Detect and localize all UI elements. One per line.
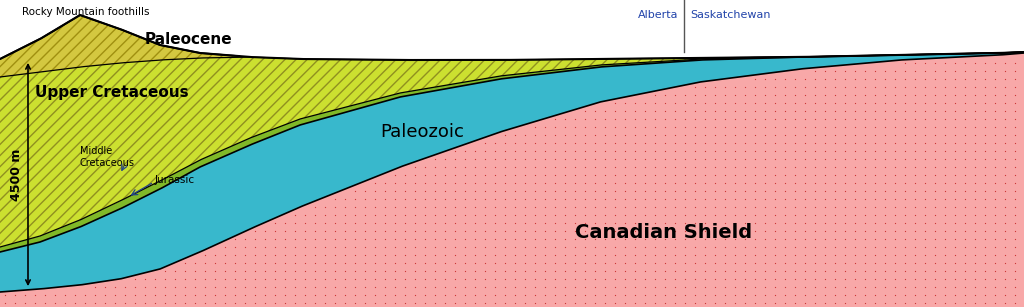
- Polygon shape: [0, 52, 1024, 292]
- Polygon shape: [0, 0, 1024, 60]
- Polygon shape: [0, 15, 240, 77]
- Polygon shape: [0, 52, 1024, 252]
- Text: Saskatchewan: Saskatchewan: [690, 10, 770, 20]
- Text: Alberta: Alberta: [638, 10, 678, 20]
- Text: Paleozoic: Paleozoic: [380, 123, 464, 141]
- Text: 4500 m: 4500 m: [10, 148, 23, 201]
- Polygon shape: [0, 53, 1024, 307]
- Polygon shape: [0, 52, 1024, 247]
- Text: Rocky Mountain foothills: Rocky Mountain foothills: [22, 7, 150, 17]
- Text: Upper Cretaceous: Upper Cretaceous: [35, 84, 188, 99]
- Text: Jurassic: Jurassic: [155, 175, 196, 185]
- Text: Paleocene: Paleocene: [145, 32, 232, 46]
- Polygon shape: [0, 15, 240, 77]
- Polygon shape: [0, 52, 1024, 247]
- Text: Canadian Shield: Canadian Shield: [575, 223, 752, 242]
- Text: Middle
Cretaceous: Middle Cretaceous: [80, 146, 135, 168]
